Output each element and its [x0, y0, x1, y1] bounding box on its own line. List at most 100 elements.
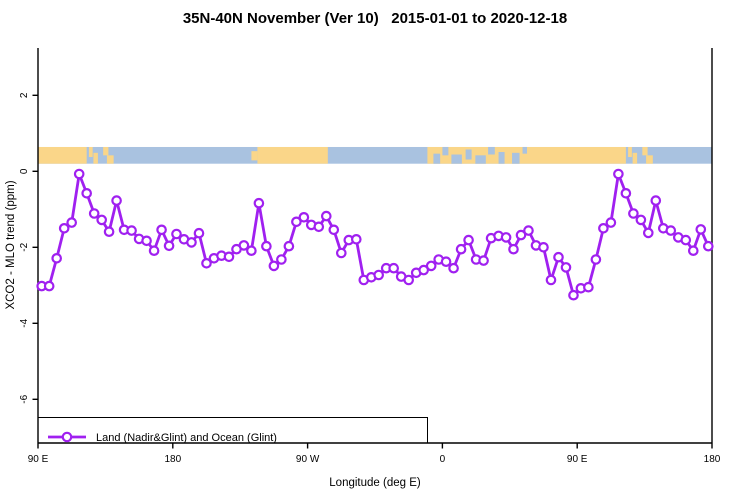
data-point: [613, 168, 624, 180]
legend: Land (Nadir&Glint) and Ocean (Glint): [37, 417, 428, 444]
y-tick-label: 0: [19, 168, 30, 174]
data-point: [388, 262, 399, 274]
land-patch: [632, 152, 638, 164]
land-patch: [628, 146, 632, 158]
data-point: [313, 221, 325, 233]
x-tick-label: 90 E: [28, 454, 49, 465]
data-point: [261, 240, 272, 252]
data-point: [687, 245, 699, 256]
data-point: [650, 195, 662, 206]
data-point: [163, 240, 175, 252]
data-point: [598, 223, 609, 234]
data-point: [43, 280, 55, 292]
land-strip-segment: [257, 146, 328, 164]
data-point: [335, 247, 347, 259]
x-tick-label: 90 E: [567, 454, 588, 465]
x-axis-label: Longitude (deg E): [329, 477, 421, 489]
data-point: [291, 216, 302, 228]
data-point: [156, 224, 167, 236]
data-point: [81, 188, 92, 199]
data-point: [680, 234, 692, 246]
data-point: [500, 232, 512, 243]
data-point: [268, 260, 280, 272]
land-patch: [88, 146, 93, 158]
data-point: [126, 225, 137, 236]
y-tick-label: -6: [19, 394, 30, 403]
ocean-patch: [512, 152, 520, 164]
data-point: [148, 245, 160, 256]
data-point: [171, 228, 182, 240]
data-point: [58, 223, 70, 234]
data-point: [635, 214, 647, 226]
data-point: [583, 281, 594, 293]
x-tick-label: 180: [704, 454, 721, 465]
data-point: [141, 235, 152, 247]
data-point: [605, 217, 617, 228]
x-tick-label: 90 W: [296, 454, 320, 465]
legend-box: [37, 417, 428, 444]
data-point: [276, 254, 287, 265]
data-point: [440, 256, 452, 267]
data-point: [373, 269, 384, 281]
data-point: [508, 243, 519, 255]
data-point: [320, 210, 332, 222]
data-point: [620, 188, 632, 199]
data-point: [66, 217, 77, 228]
data-point: [96, 214, 107, 226]
data-point: [425, 260, 437, 272]
data-point: [418, 264, 429, 276]
data-point: [193, 227, 205, 239]
data-point: [590, 254, 602, 265]
land-patch: [251, 151, 258, 161]
land-patch: [93, 152, 98, 164]
data-point: [568, 289, 579, 301]
legend-open-circle-icon: [61, 431, 73, 443]
data-point: [523, 225, 534, 236]
data-point: [223, 251, 235, 263]
ocean-patch: [442, 146, 449, 156]
data-point: [350, 234, 362, 245]
data-point: [403, 274, 414, 286]
data-point: [103, 226, 115, 237]
data-point: [455, 243, 467, 255]
data-point: [463, 234, 474, 246]
y-axis-label: XCO2 - MLO trend (ppm): [5, 180, 17, 309]
data-point: [73, 168, 85, 180]
data-point: [665, 225, 677, 236]
ocean-patch: [475, 155, 486, 164]
legend-label: Land (Nadir&Glint) and Ocean (Glint): [96, 432, 277, 444]
data-point: [186, 237, 197, 248]
data-point: [111, 195, 122, 206]
data-point: [201, 257, 212, 269]
data-point: [553, 251, 564, 263]
x-tick-label: 180: [164, 454, 181, 465]
y-tick-label: -2: [19, 242, 30, 251]
data-point: [238, 240, 250, 251]
land-strip-segment: [38, 146, 87, 164]
data-point: [88, 208, 100, 219]
ocean-patch: [451, 154, 462, 164]
land-patch: [642, 146, 648, 156]
data-point: [642, 227, 654, 239]
data-point: [515, 229, 527, 241]
land-patch: [103, 146, 109, 156]
data-point: [253, 197, 265, 209]
axes: 2 0 -2 -4 -6 90 E 180 90 W 0 90 E 180: [19, 48, 721, 465]
data-point: [283, 240, 295, 252]
x-tick-label: 0: [440, 454, 446, 465]
land-patch: [646, 155, 653, 164]
ocean-patch: [522, 146, 528, 154]
land-patch: [106, 155, 114, 164]
data-point: [628, 208, 639, 219]
y-tick-label: -4: [19, 318, 30, 327]
data-point: [298, 212, 310, 223]
ocean-patch: [433, 153, 441, 164]
land-ocean-band: [38, 146, 712, 164]
data-series: [36, 168, 714, 301]
data-point: [545, 274, 557, 286]
data-point: [702, 240, 714, 252]
ocean-patch: [488, 146, 495, 155]
ocean-patch: [498, 151, 505, 164]
